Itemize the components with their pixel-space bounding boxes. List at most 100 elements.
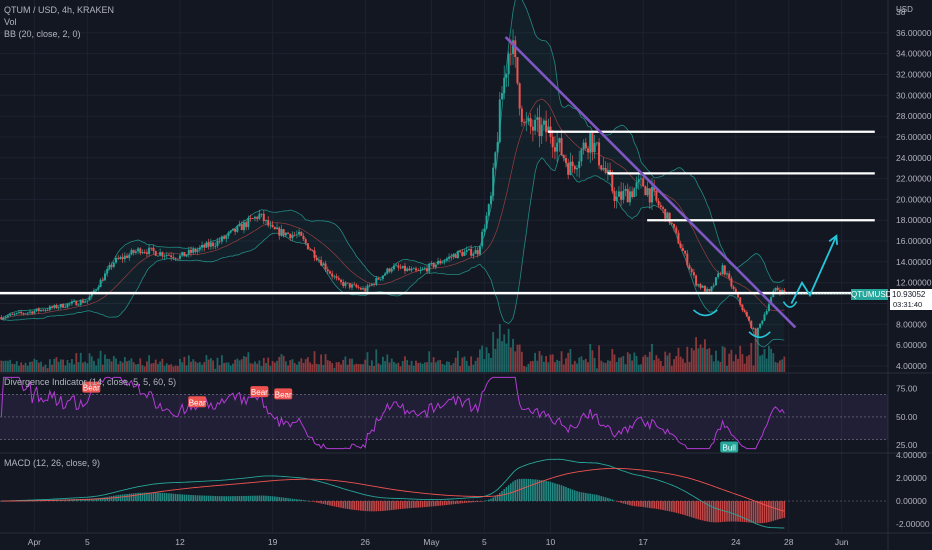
macd-histogram-bar bbox=[174, 493, 177, 502]
macd-histogram-bar bbox=[765, 501, 768, 523]
macd-histogram-bar bbox=[472, 501, 475, 503]
candle-body bbox=[15, 312, 18, 314]
volume-bar bbox=[708, 348, 711, 372]
volume-bar bbox=[4, 360, 7, 372]
volume-bar bbox=[699, 344, 702, 372]
volume-bar bbox=[697, 348, 700, 372]
volume-bar bbox=[485, 347, 488, 372]
candle-body bbox=[587, 148, 590, 153]
volume-bar bbox=[0, 360, 3, 372]
macd-histogram-bar bbox=[307, 500, 309, 502]
swing-curve-mark bbox=[782, 301, 798, 308]
currency-label[interactable]: USD bbox=[896, 5, 913, 14]
volume-bar bbox=[7, 360, 9, 372]
volume-bar bbox=[726, 365, 728, 372]
macd-histogram-bar bbox=[225, 496, 228, 502]
macd-histogram-bar bbox=[333, 501, 336, 507]
candle-body bbox=[130, 250, 133, 255]
macd-histogram-bar bbox=[547, 481, 550, 502]
macd-histogram-bar bbox=[382, 501, 384, 511]
macd-histogram-bar bbox=[260, 495, 263, 502]
volume-bar bbox=[675, 355, 678, 372]
candle-body bbox=[456, 250, 459, 259]
volume-legend[interactable]: Vol bbox=[4, 17, 17, 27]
volume-bar bbox=[236, 358, 239, 372]
candle-body bbox=[434, 264, 437, 268]
candle-body bbox=[24, 313, 27, 315]
candle-body bbox=[450, 256, 453, 258]
symbol-title[interactable]: QTUM / USD, 4h, KRAKEN bbox=[4, 5, 115, 15]
bull-label: Bull bbox=[720, 441, 739, 453]
volume-bar bbox=[134, 364, 137, 372]
macd-histogram-bar bbox=[679, 501, 682, 515]
candle-body bbox=[593, 143, 596, 153]
time-axis: Apr 5 12 19 26 May 5 10 17 24 28 Jun bbox=[28, 537, 849, 547]
volume-bar bbox=[295, 364, 298, 372]
volume-bar bbox=[298, 361, 300, 372]
macd-histogram-bar bbox=[607, 497, 609, 502]
candle-body bbox=[337, 278, 340, 280]
drawings bbox=[0, 36, 888, 339]
price-tick-label: 12.00000 bbox=[896, 278, 932, 288]
macd-histogram-bar bbox=[468, 501, 470, 503]
candle-body bbox=[103, 273, 106, 281]
candle-body bbox=[737, 293, 740, 298]
volume-bar bbox=[247, 352, 250, 372]
volume-bar bbox=[245, 356, 248, 372]
volume-bar bbox=[637, 364, 640, 372]
candle-body bbox=[342, 281, 345, 287]
volume-bar bbox=[179, 358, 181, 372]
macd-histogram-bar bbox=[421, 501, 424, 508]
volume-bar bbox=[472, 364, 475, 372]
volume-bar bbox=[141, 365, 144, 372]
candle-body bbox=[571, 161, 574, 166]
volume-bar bbox=[196, 362, 199, 372]
macd-histogram-bar bbox=[282, 497, 285, 502]
candle-body bbox=[66, 303, 69, 308]
price-tick-label: 20.00000 bbox=[896, 194, 932, 204]
volume-bar bbox=[145, 361, 148, 372]
volume-bar bbox=[459, 365, 462, 372]
candle-body bbox=[690, 268, 693, 273]
macd-histogram-bar bbox=[203, 495, 206, 502]
candle-body bbox=[741, 304, 744, 311]
macd-histogram-bar bbox=[315, 501, 318, 503]
macd-histogram-bar bbox=[492, 497, 494, 502]
price-tick-label: 30.00000 bbox=[896, 90, 932, 100]
candle-body bbox=[187, 249, 190, 255]
volume-bar bbox=[388, 362, 391, 372]
candle-body bbox=[536, 117, 539, 120]
volume-bar bbox=[209, 358, 212, 372]
volume-bar bbox=[243, 356, 245, 372]
volume-bar bbox=[417, 362, 420, 372]
candle-body bbox=[428, 263, 431, 272]
swing-curve-mark bbox=[692, 309, 718, 317]
volume-bar bbox=[152, 363, 155, 372]
volume-bar bbox=[774, 361, 777, 372]
volume-bar bbox=[406, 360, 409, 372]
volume-bar bbox=[593, 357, 596, 372]
candle-body bbox=[414, 268, 417, 271]
macd-histogram-bar bbox=[188, 494, 190, 502]
bollinger-legend[interactable]: BB (20, close, 2, 0) bbox=[4, 29, 81, 39]
candle-body bbox=[489, 195, 492, 205]
volume-bar bbox=[611, 348, 614, 372]
candle-body bbox=[238, 224, 241, 226]
macd-histogram-bar bbox=[728, 501, 730, 522]
candle-body bbox=[763, 314, 766, 321]
candle-body bbox=[531, 126, 534, 131]
macd-histogram-bar bbox=[320, 501, 322, 504]
macd-histogram-bar bbox=[90, 498, 93, 502]
volume-bar bbox=[168, 364, 170, 372]
macd-legend[interactable]: MACD (12, 26, close, 9) bbox=[4, 458, 101, 468]
divergence-legend[interactable]: Divergence Indicator (14, close, 5, 5, 6… bbox=[4, 377, 177, 387]
macd-histogram-bar bbox=[126, 493, 128, 502]
volume-bar bbox=[759, 355, 761, 372]
candle-body bbox=[569, 161, 572, 175]
volume-bar bbox=[397, 362, 400, 372]
volume-bar bbox=[600, 360, 603, 372]
candle-body bbox=[242, 222, 245, 231]
macd-histogram-bar bbox=[293, 499, 296, 502]
volume-bar bbox=[359, 364, 362, 372]
